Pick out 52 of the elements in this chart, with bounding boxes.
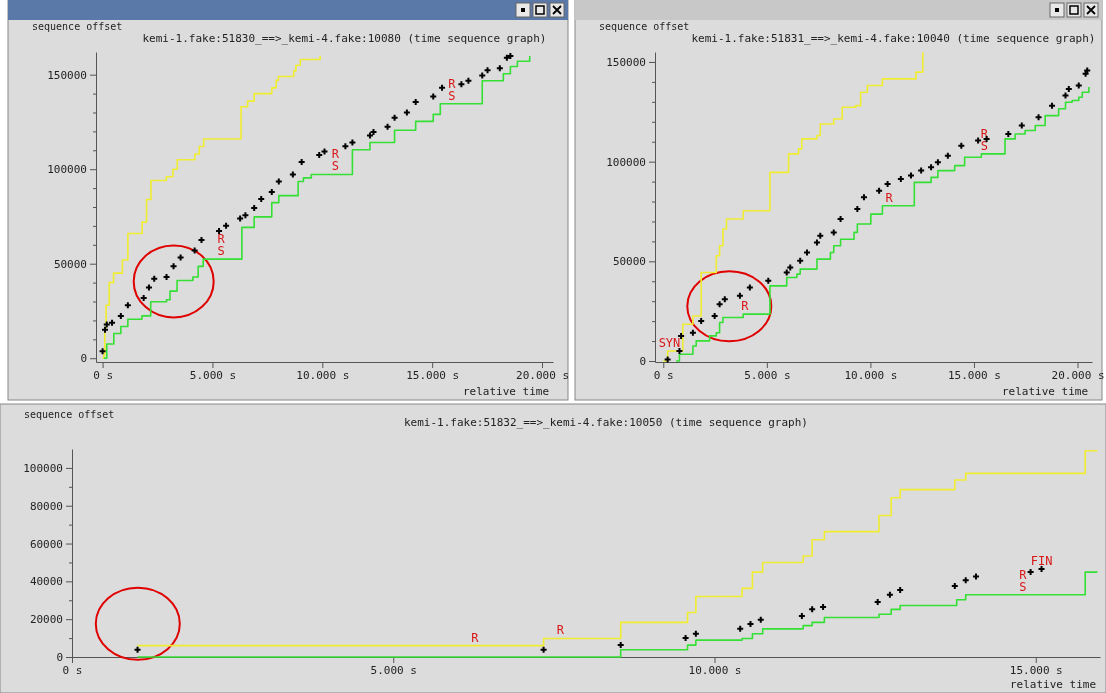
x-tick-label: 10.000 s	[844, 368, 898, 382]
y-tick-label: 0	[80, 352, 87, 366]
x-tick-label: 10.000 s	[296, 368, 350, 382]
annotation: R	[1019, 567, 1028, 582]
annotation: S	[217, 244, 225, 259]
annotation: S	[1019, 579, 1027, 594]
annotation: R	[448, 76, 457, 91]
annotation: R	[741, 299, 750, 314]
x-tick-label: 15.000 s	[406, 368, 460, 382]
x-axis-title: relative time	[1001, 385, 1088, 398]
x-tick-label: 0 s	[62, 663, 83, 677]
annotation: S	[448, 88, 456, 103]
y-tick-label: 0	[639, 355, 646, 369]
x-axis-title: relative time	[462, 385, 549, 398]
chart-title: kemi-1.fake:51831_==>_kemi-4.fake:10040 (time sequence graph)	[691, 32, 1096, 45]
annotation: R	[556, 623, 565, 638]
y-tick-label: 150000	[47, 68, 87, 82]
x-tick-label: 20.000 s	[516, 368, 570, 382]
y-tick-label: 60000	[29, 537, 63, 551]
x-tick-label: 5.000 s	[744, 368, 791, 382]
x-tick-label: 10.000 s	[688, 663, 742, 677]
annotation: R	[471, 630, 480, 645]
x-tick-label: 0 s	[653, 368, 674, 382]
y-axis-title: sequence offset	[24, 409, 115, 420]
y-tick-label: 40000	[29, 575, 63, 589]
x-axis-title: relative time	[1009, 678, 1096, 691]
chart-title: kemi-1.fake:51832_==>_kemi-4.fake:10050 (time sequence graph)	[404, 416, 808, 429]
chart-title: kemi-1.fake:51830_==>_kemi-4.fake:10080 (time sequence graph)	[142, 32, 547, 45]
x-tick-label: 15.000 s	[947, 368, 1001, 382]
annotation: FIN	[1030, 553, 1053, 568]
y-tick-label: 20000	[29, 613, 63, 627]
y-tick-label: 100000	[606, 155, 646, 169]
y-tick-label: 150000	[606, 55, 646, 69]
y-tick-label: 50000	[612, 255, 646, 269]
x-tick-label: 0 s	[93, 368, 114, 382]
annotation: S	[331, 159, 340, 174]
y-tick-label: 100000	[23, 461, 63, 475]
annotation: R	[217, 232, 226, 247]
annotation: S	[980, 138, 988, 153]
y-axis-title: sequence offset	[599, 21, 690, 32]
annotation: SYN	[658, 336, 681, 351]
annotation: R	[885, 190, 894, 205]
annotation: R	[331, 147, 340, 162]
y-axis-title: sequence offset	[32, 21, 123, 32]
y-tick-label: 100000	[47, 163, 87, 177]
y-tick-label: 80000	[29, 499, 63, 513]
x-tick-label: 5.000 s	[189, 368, 237, 382]
y-tick-label: 50000	[53, 257, 87, 271]
y-tick-label: 0	[56, 651, 63, 665]
x-tick-label: 15.000 s	[1009, 663, 1063, 677]
x-tick-label: 5.000 s	[370, 663, 417, 677]
x-tick-label: 20.000 s	[1051, 368, 1105, 382]
